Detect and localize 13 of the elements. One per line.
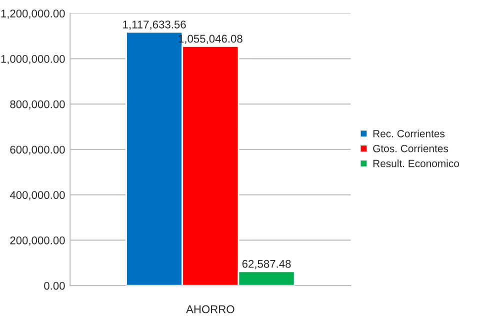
y-tick-label: 1,200,000.00 bbox=[1, 10, 65, 19]
legend-label: Gtos. Corrientes bbox=[373, 144, 448, 152]
y-tick-label: 200,000.00 bbox=[10, 236, 65, 246]
data-label: 1,117,633.56 bbox=[123, 20, 186, 30]
data-label: 62,587.48 bbox=[242, 260, 291, 270]
y-tick-label: 400,000.00 bbox=[10, 191, 65, 200]
legend-label: Rec. Corrientes bbox=[373, 130, 445, 138]
y-tick-label: 800,000.00 bbox=[10, 100, 65, 110]
x-tick-label: AHORRO bbox=[186, 305, 234, 314]
y-tick-label: 0.00 bbox=[44, 282, 65, 290]
y-tick-label: 600,000.00 bbox=[10, 146, 65, 155]
legend-label: Result. Economico bbox=[373, 160, 459, 168]
y-tick-label: 1,000,000.00 bbox=[1, 54, 65, 64]
